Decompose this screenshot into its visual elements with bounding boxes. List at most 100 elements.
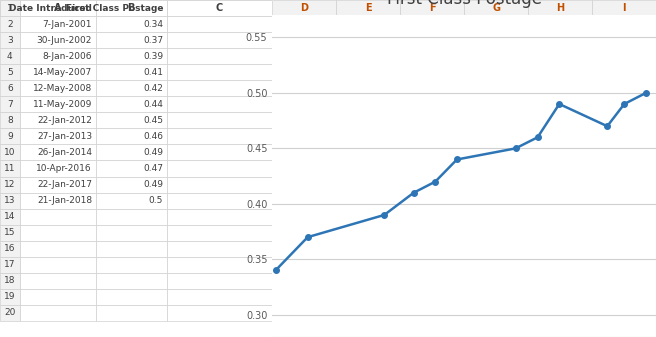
Bar [0,305,20,321]
Bar [96,225,167,241]
Bar [20,305,96,321]
Bar [0,273,20,289]
Text: 1: 1 [7,3,12,12]
Bar [96,16,167,32]
Bar [96,289,167,305]
Bar [0,80,20,96]
Bar [20,16,96,32]
Bar [167,112,272,128]
Bar [167,209,272,225]
Text: 0.5: 0.5 [149,196,163,205]
Bar [20,48,96,64]
Bar [167,305,272,321]
Bar [0,128,20,145]
Bar [0,48,20,64]
Text: 0.34: 0.34 [143,20,163,29]
Bar [20,160,96,177]
Bar [167,241,272,257]
Bar [0,289,20,305]
Text: 19: 19 [4,293,16,301]
Bar [0,96,20,112]
Bar [0,112,20,128]
Bar [20,209,96,225]
Text: 0.49: 0.49 [143,148,163,157]
Bar [167,273,272,289]
Bar [96,112,167,128]
Bar [96,192,167,209]
Bar [0,192,20,209]
Bar [96,80,167,96]
Text: 0.47: 0.47 [143,164,163,173]
Bar [592,0,656,15]
Bar [0,177,20,192]
Bar [167,128,272,145]
Text: 0.44: 0.44 [143,100,163,109]
Bar [167,257,272,273]
Text: 14: 14 [4,212,16,221]
Text: 3: 3 [7,36,12,44]
Bar [167,177,272,192]
Text: 27-Jan-2013: 27-Jan-2013 [37,132,92,141]
Bar [0,209,20,225]
Bar [96,48,167,64]
Bar [400,0,464,15]
Bar [96,241,167,257]
Bar [20,177,96,192]
Bar [20,273,96,289]
Text: 10: 10 [4,148,16,157]
Text: 7: 7 [7,100,12,109]
Bar [96,257,167,273]
Text: 16: 16 [4,244,16,253]
Bar [528,0,592,15]
Text: D: D [300,3,308,12]
Bar [167,0,272,16]
Bar [336,0,400,15]
Bar [167,289,272,305]
Text: 8: 8 [7,116,12,125]
Text: 21-Jan-2018: 21-Jan-2018 [37,196,92,205]
Bar [96,273,167,289]
Bar [0,225,20,241]
Bar [96,160,167,177]
Bar [167,225,272,241]
Text: 0.42: 0.42 [143,84,163,93]
Bar [20,145,96,160]
Text: 26-Jan-2014: 26-Jan-2014 [37,148,92,157]
Bar [0,241,20,257]
Bar [0,32,20,48]
Text: A: A [54,3,62,13]
Bar [0,16,20,32]
Text: Date Introduced: Date Introduced [9,3,92,12]
Text: 4: 4 [7,52,12,61]
Bar [0,64,20,80]
Text: 9: 9 [7,132,12,141]
Text: 14-May-2007: 14-May-2007 [33,68,92,77]
Text: E: E [365,3,371,12]
Bar [167,80,272,96]
Text: 6: 6 [7,84,12,93]
Text: 18: 18 [4,276,16,285]
Bar [96,145,167,160]
Bar [167,64,272,80]
Bar [20,64,96,80]
Bar [167,145,272,160]
Bar [20,0,96,16]
Text: 30-Jun-2002: 30-Jun-2002 [37,36,92,44]
Bar [20,257,96,273]
Bar [167,0,272,16]
Text: 10-Apr-2016: 10-Apr-2016 [36,164,92,173]
Bar [167,32,272,48]
Text: 22-Jan-2012: 22-Jan-2012 [37,116,92,125]
Text: 0.49: 0.49 [143,180,163,189]
Bar [96,32,167,48]
Bar [96,305,167,321]
Text: 0.37: 0.37 [143,36,163,44]
Bar [20,112,96,128]
Bar [0,160,20,177]
Bar [464,0,528,15]
Text: 12-May-2008: 12-May-2008 [33,84,92,93]
Text: 0.45: 0.45 [143,116,163,125]
Text: 0.46: 0.46 [143,132,163,141]
Bar [20,96,96,112]
Bar [96,128,167,145]
